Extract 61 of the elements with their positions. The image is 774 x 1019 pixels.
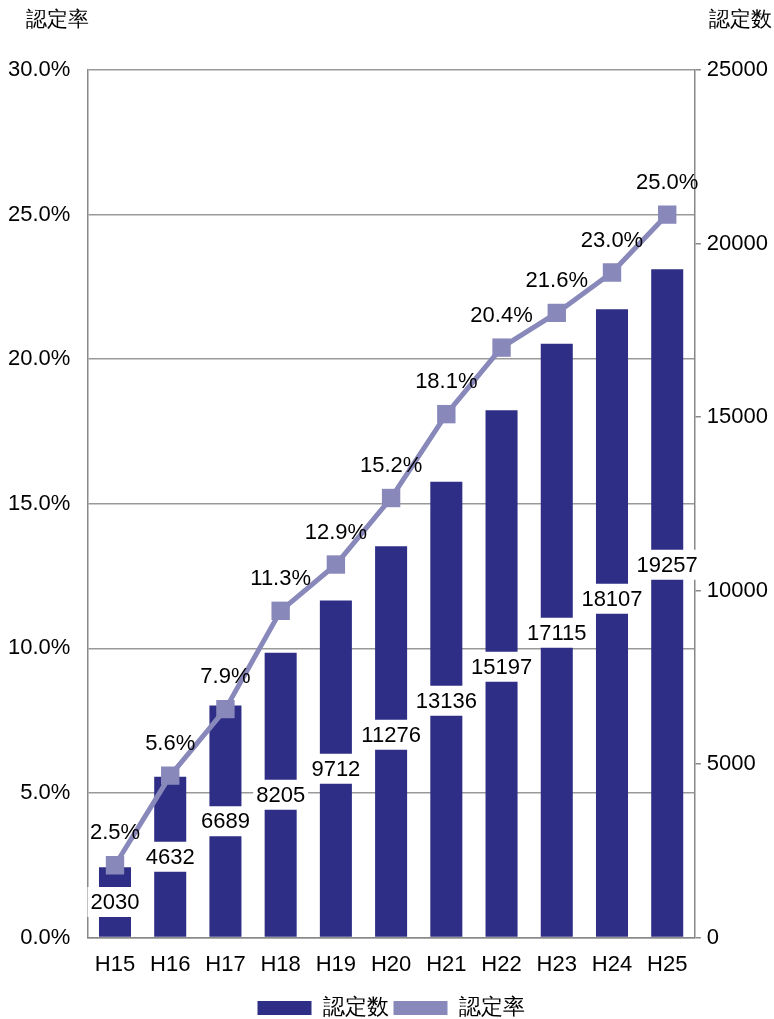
- data-label: 7.9%: [200, 663, 251, 689]
- y2-tick-label: 25000: [706, 56, 769, 82]
- data-label: 9712: [311, 755, 361, 781]
- data-label: 20.4%: [470, 301, 533, 327]
- x-tick-label: H25: [647, 950, 688, 976]
- y-tick-label: 15.0%: [7, 489, 71, 515]
- y-tick-label: 5.0%: [20, 779, 71, 805]
- data-label: 15197: [470, 653, 533, 679]
- y2-tick-label: 20000: [706, 229, 769, 255]
- x-tick-label: H21: [426, 950, 467, 976]
- point: [216, 699, 235, 719]
- data-label: 11276: [361, 721, 421, 747]
- data-label: 5.6%: [145, 729, 196, 755]
- data-label: 25.0%: [636, 168, 699, 194]
- data-label: 23.0%: [580, 226, 644, 252]
- data-label: 2030: [90, 889, 140, 915]
- data-label: 11.3%: [250, 564, 312, 590]
- data-label: 18107: [581, 585, 643, 611]
- y2-tick-label: 10000: [706, 576, 769, 602]
- x-tick-label: H24: [591, 950, 633, 976]
- point: [602, 263, 622, 282]
- point: [492, 338, 511, 357]
- y-tick-label: 0.0%: [20, 923, 71, 949]
- y2-tick-label: 0: [706, 923, 720, 949]
- legend-label: 認定数: [322, 994, 389, 1019]
- y-tick-label: 10.0%: [7, 634, 71, 660]
- data-label: 17115: [526, 619, 587, 645]
- x-tick-label: H22: [481, 950, 522, 976]
- y2-tick-label: 15000: [706, 403, 769, 429]
- data-label: 12.9%: [304, 518, 368, 544]
- y-tick-label: 20.0%: [7, 345, 71, 371]
- legend-label: 認定率: [458, 994, 525, 1019]
- data-label: 2.5%: [89, 819, 141, 845]
- x-tick-label: H15: [94, 950, 136, 976]
- y-tick-label: 25.0%: [7, 200, 71, 226]
- data-label: 13136: [415, 687, 477, 713]
- data-label: 4632: [145, 843, 195, 869]
- data-label: 18.1%: [415, 368, 478, 394]
- x-tick-label: H19: [315, 950, 357, 976]
- y-axis-title: 認定率: [26, 6, 89, 30]
- y2-tick-label: 5000: [706, 750, 756, 776]
- x-tick-label: H17: [205, 950, 246, 976]
- point: [437, 404, 456, 424]
- data-label: 15.2%: [359, 452, 423, 478]
- data-label: 6689: [200, 808, 250, 834]
- data-label: 8205: [256, 781, 306, 807]
- point: [326, 555, 346, 574]
- point: [547, 303, 566, 323]
- data-label: 19257: [636, 551, 698, 577]
- x-tick-label: H23: [536, 950, 577, 976]
- point: [161, 766, 180, 785]
- point: [105, 856, 125, 875]
- y2-axis-title: 認定数: [709, 6, 772, 30]
- point: [271, 601, 290, 620]
- x-tick-label: H18: [260, 950, 301, 976]
- x-tick-label: H16: [150, 950, 191, 976]
- point: [381, 488, 401, 508]
- data-label: 21.6%: [525, 266, 588, 292]
- x-tick-label: H20: [370, 950, 412, 976]
- point: [658, 205, 677, 224]
- y-tick-label: 30.0%: [7, 56, 71, 82]
